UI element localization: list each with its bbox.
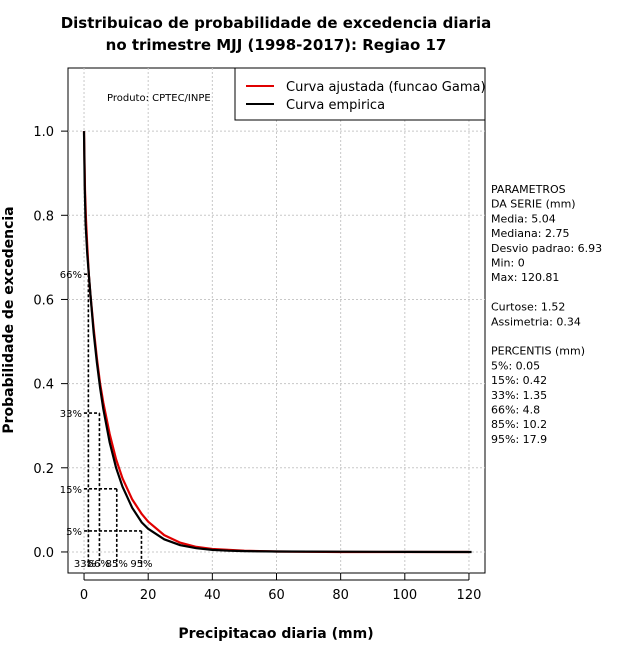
percentile-y-label: 15%: [60, 485, 82, 496]
legend-label-empirical: Curva empirica: [286, 98, 385, 113]
x-tick-label: 100: [392, 588, 417, 603]
side-panel-line: 66%: 4.8: [491, 404, 540, 417]
y-tick-label: 0.2: [33, 462, 54, 477]
side-panel-line: Min: 0: [491, 257, 525, 270]
percentile-x-label: 85%: [106, 559, 128, 570]
side-panel-line: 15%: 0.42: [491, 374, 547, 387]
empirical-curve: [82, 131, 472, 554]
y-tick-label: 0.6: [33, 293, 54, 308]
x-tick-label: 80: [332, 588, 349, 603]
chart-title-line1: Distribuicao de probabilidade de exceden…: [61, 14, 492, 32]
percentile-markers: 5%15%33%66%33%66%85% 95%: [60, 270, 153, 570]
side-panel-line: DA SERIE (mm): [491, 198, 576, 211]
x-axis-label: Precipitacao diaria (mm): [178, 626, 373, 642]
side-panel-line: PERCENTIS (mm): [491, 345, 585, 358]
y-axis: 0.0 0.2 0.4 0.6 0.8 1.0: [33, 125, 68, 561]
side-panel-line: Max: 120.81: [491, 271, 559, 284]
side-panel-line: 85%: 10.2: [491, 418, 547, 431]
side-panel-line: Media: 5.04: [491, 212, 556, 225]
side-panel-line: 5%: 0.05: [491, 359, 540, 372]
percentile-y-label: 66%: [60, 270, 82, 281]
percentile-x-label: 33%: [74, 559, 96, 570]
y-tick-label: 0.4: [33, 378, 54, 393]
legend-box: [234, 67, 486, 121]
x-tick-label: 20: [140, 588, 157, 603]
side-panel-line: PARAMETROS: [491, 183, 566, 196]
series-lines: [82, 131, 472, 554]
percentile-x-label: 95%: [130, 559, 152, 570]
side-panel-line: 95%: 17.9: [491, 433, 547, 446]
x-tick-label: 120: [457, 588, 482, 603]
y-axis-label: Probabilidade de excedencia: [1, 206, 17, 433]
product-label: Produto: CPTEC/INPE: [107, 93, 211, 104]
percentile-x-label: 66%: [88, 559, 110, 570]
side-panel-line: Mediana: 2.75: [491, 227, 569, 240]
side-panel-line: 33%: 1.35: [491, 389, 547, 402]
chart-title-line2: no trimestre MJJ (1998-2017): Regiao 17: [106, 36, 447, 54]
side-panel-line: Desvio padrao: 6.93: [491, 242, 602, 255]
y-tick-label: 0.0: [33, 546, 54, 561]
legend-label-fitted: Curva ajustada (funcao Gama): [286, 80, 486, 95]
x-tick-label: 0: [80, 588, 88, 603]
side-panel-stats: PARAMETROS DA SERIE (mm) Media: 5.04 Medi…: [491, 183, 602, 446]
x-axis: 0 20 40 60 80 100 120: [80, 573, 481, 603]
x-tick-label: 60: [268, 588, 285, 603]
legend: Curva ajustada (funcao Gama) Curva empir…: [234, 67, 486, 121]
percentile-y-label: 33%: [60, 409, 82, 420]
y-tick-label: 0.8: [33, 209, 54, 224]
x-tick-label: 40: [204, 588, 221, 603]
y-tick-label: 1.0: [33, 125, 54, 140]
side-panel-line: Curtose: 1.52: [491, 301, 565, 314]
percentile-y-label: 5%: [66, 527, 82, 538]
side-panel-line: Assimetria: 0.34: [491, 315, 581, 328]
